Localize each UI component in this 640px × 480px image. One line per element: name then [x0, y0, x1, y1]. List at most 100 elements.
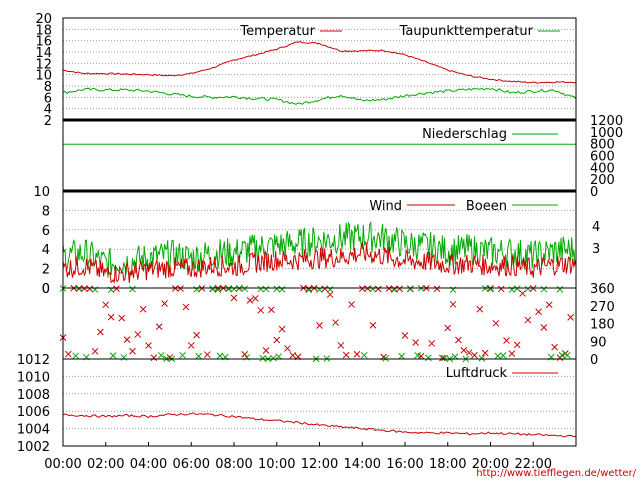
direction-mark: [519, 290, 526, 297]
cross-stroke: [187, 342, 195, 349]
cross-stroke: [563, 351, 571, 359]
direction-mark: [150, 354, 158, 362]
footer-url[interactable]: http://www.tiefflegen.de/wetter/: [476, 468, 636, 479]
cross-stroke: [273, 336, 281, 344]
x-tick-label: 20:00: [472, 457, 509, 472]
direction-mark: [91, 347, 99, 355]
y-tick-label: 2: [44, 114, 52, 129]
cross-stroke: [508, 350, 516, 357]
direction-mark: [540, 324, 548, 331]
direction-mark-gust: [398, 352, 406, 360]
x-tick-label: 08:00: [215, 457, 252, 472]
cross-stroke: [396, 285, 404, 293]
cross-stroke: [551, 343, 558, 351]
direction-mark: [155, 323, 163, 330]
direction-mark: [481, 349, 489, 357]
y-tick-label: 0: [42, 282, 50, 297]
y-tick-label: 18: [35, 23, 52, 38]
direction-mark: [444, 324, 452, 332]
y-tick-label-right: 90: [590, 335, 607, 350]
y-tick-label: 1002: [17, 440, 50, 455]
cross-stroke: [358, 285, 366, 292]
y-tick-label-right: 800: [590, 138, 615, 153]
direction-mark-gust: [316, 286, 323, 293]
direction-mark-gust: [508, 286, 516, 293]
cross-stroke: [118, 314, 126, 322]
cross-stroke: [332, 319, 339, 326]
direction-mark-gust: [556, 285, 564, 293]
cross-stroke: [369, 285, 377, 293]
cross-stroke: [558, 351, 566, 359]
x-tick-label: 02:00: [87, 457, 124, 472]
cross-stroke: [102, 301, 110, 309]
cross-stroke: [524, 316, 532, 324]
direction-mark: [551, 343, 558, 351]
y-tick-label: 1008: [17, 388, 50, 403]
cross-stroke: [465, 349, 473, 356]
direction-mark-gust: [230, 285, 238, 293]
x-tick-label: 12:00: [301, 457, 338, 472]
cross-stroke: [123, 336, 131, 343]
cross-stroke: [524, 285, 532, 293]
cross-stroke: [497, 285, 505, 293]
direction-mark-gust: [257, 285, 265, 293]
y-tick-label-right: 180: [590, 318, 615, 333]
direction-mark: [455, 336, 462, 344]
direction-mark-gust: [216, 352, 224, 360]
y-tick-label: 1004: [17, 423, 50, 438]
direction-mark: [252, 295, 259, 302]
cross-stroke: [369, 321, 377, 329]
cross-stroke: [109, 352, 117, 359]
direction-mark: [545, 301, 553, 309]
frame-layer: [62, 17, 577, 447]
y-tick-label: 6: [44, 91, 52, 106]
cross-stroke: [134, 331, 142, 338]
y-tick-label: 1012: [17, 353, 50, 368]
cross-stroke: [439, 354, 446, 362]
direction-mark-gust: [91, 286, 99, 293]
wind-right-label: 4: [592, 220, 600, 235]
direction-mark: [358, 285, 366, 292]
cross-stroke: [487, 285, 494, 293]
direction-mark-gust: [72, 352, 80, 360]
direction-mark-gust: [494, 352, 502, 360]
cross-stroke: [444, 324, 452, 332]
direction-mark-gust: [129, 285, 136, 293]
cross-stroke: [492, 319, 500, 327]
direction-mark: [401, 332, 409, 339]
direction-mark: [465, 349, 473, 356]
direction-mark: [273, 336, 281, 344]
cross-stroke: [259, 354, 267, 362]
direction-mark: [364, 285, 371, 292]
direction-mark-gust: [478, 354, 486, 362]
cross-stroke: [398, 352, 406, 360]
direction-mark: [107, 313, 115, 321]
legend-boeen: Boeen: [466, 199, 507, 214]
legend-temperatur: Temperatur: [239, 24, 315, 39]
direction-mark: [374, 285, 382, 293]
cross-stroke: [425, 354, 432, 362]
cross-stroke: [155, 323, 163, 330]
direction-mark: [460, 346, 468, 354]
cross-stroke: [107, 313, 115, 321]
direction-mark: [513, 341, 521, 349]
direction-mark: [492, 319, 500, 327]
cross-stroke: [348, 301, 355, 308]
cross-stroke: [139, 305, 147, 313]
direction-mark: [316, 322, 323, 329]
direction-mark: [369, 321, 377, 329]
direction-mark: [321, 285, 329, 293]
cross-stroke: [337, 342, 345, 349]
direction-mark: [268, 306, 275, 314]
direction-mark: [123, 336, 131, 343]
direction-mark-gust: [326, 286, 334, 293]
cross-stroke: [289, 352, 297, 359]
cross-stroke: [519, 290, 526, 297]
direction-mark: [193, 331, 200, 339]
cross-stroke: [241, 351, 249, 358]
direction-mark: [118, 314, 126, 322]
cross-stroke: [471, 351, 478, 359]
direction-mark: [257, 306, 265, 314]
direction-mark: [145, 342, 152, 349]
cross-stroke: [268, 306, 275, 314]
